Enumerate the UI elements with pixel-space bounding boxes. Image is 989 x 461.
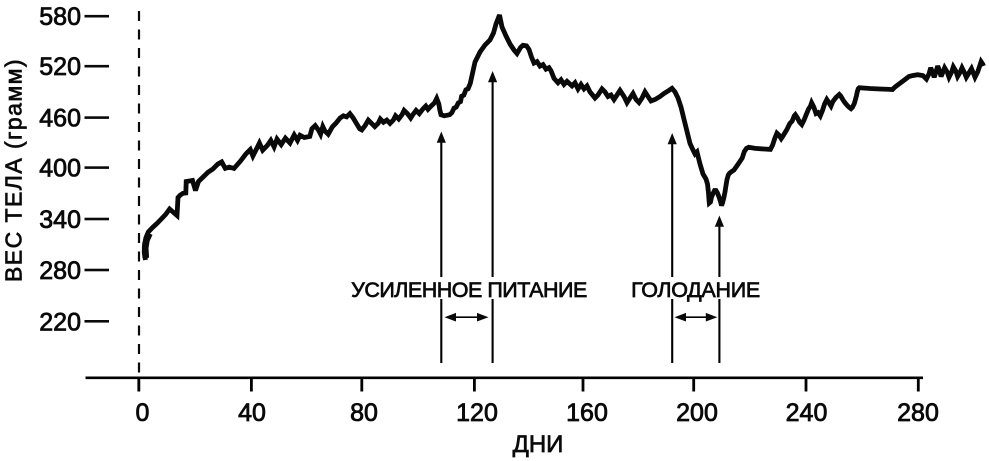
svg-text:ВЕС ТЕЛА (грамм): ВЕС ТЕЛА (грамм) xyxy=(1,58,27,282)
svg-text:580: 580 xyxy=(39,3,81,31)
svg-text:0: 0 xyxy=(136,399,150,427)
svg-text:340: 340 xyxy=(39,206,81,234)
svg-text:280: 280 xyxy=(39,257,81,285)
svg-text:ДНИ: ДНИ xyxy=(513,431,564,458)
svg-text:200: 200 xyxy=(676,399,718,427)
svg-text:460: 460 xyxy=(39,105,81,133)
svg-text:УСИЛЕННОЕ ПИТАНИЕ: УСИЛЕННОЕ ПИТАНИЕ xyxy=(351,278,587,302)
svg-text:80: 80 xyxy=(350,399,378,427)
svg-text:160: 160 xyxy=(566,399,608,427)
svg-text:40: 40 xyxy=(238,399,266,427)
svg-text:120: 120 xyxy=(456,399,498,427)
svg-text:520: 520 xyxy=(39,53,81,81)
svg-text:280: 280 xyxy=(897,399,939,427)
svg-text:240: 240 xyxy=(786,399,828,427)
svg-text:220: 220 xyxy=(39,308,81,336)
svg-text:400: 400 xyxy=(39,155,81,183)
svg-text:ГОЛОДАНИЕ: ГОЛОДАНИЕ xyxy=(631,278,760,302)
